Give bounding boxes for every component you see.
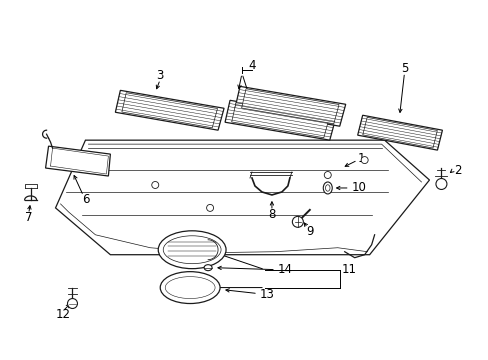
Text: 4: 4: [248, 59, 255, 72]
Ellipse shape: [160, 272, 220, 303]
Text: 14: 14: [277, 263, 292, 276]
Circle shape: [361, 157, 367, 163]
Text: 10: 10: [351, 181, 366, 194]
Polygon shape: [231, 103, 328, 138]
Text: 2: 2: [453, 163, 460, 176]
Polygon shape: [56, 140, 428, 255]
Text: 5: 5: [400, 62, 407, 75]
Polygon shape: [115, 90, 224, 130]
Polygon shape: [122, 93, 217, 128]
Ellipse shape: [323, 182, 331, 194]
Text: 1: 1: [357, 152, 365, 165]
Polygon shape: [235, 86, 345, 126]
Ellipse shape: [163, 236, 221, 264]
Polygon shape: [224, 100, 335, 140]
Text: 7: 7: [25, 211, 32, 224]
Text: 11: 11: [341, 263, 356, 276]
Polygon shape: [241, 89, 338, 124]
Circle shape: [151, 181, 159, 189]
Circle shape: [67, 298, 77, 309]
Circle shape: [292, 216, 303, 227]
Text: 6: 6: [81, 193, 89, 206]
Text: 13: 13: [260, 288, 274, 301]
Ellipse shape: [203, 265, 212, 271]
Ellipse shape: [158, 231, 225, 269]
Polygon shape: [357, 115, 442, 150]
Ellipse shape: [165, 276, 215, 298]
Polygon shape: [45, 146, 110, 176]
Ellipse shape: [325, 185, 329, 191]
Text: 8: 8: [268, 208, 275, 221]
Text: 9: 9: [305, 225, 313, 238]
Polygon shape: [362, 117, 436, 148]
Circle shape: [324, 171, 330, 179]
Circle shape: [206, 204, 213, 211]
Circle shape: [435, 179, 446, 189]
Text: 12: 12: [56, 308, 70, 321]
Text: 3: 3: [156, 69, 163, 82]
